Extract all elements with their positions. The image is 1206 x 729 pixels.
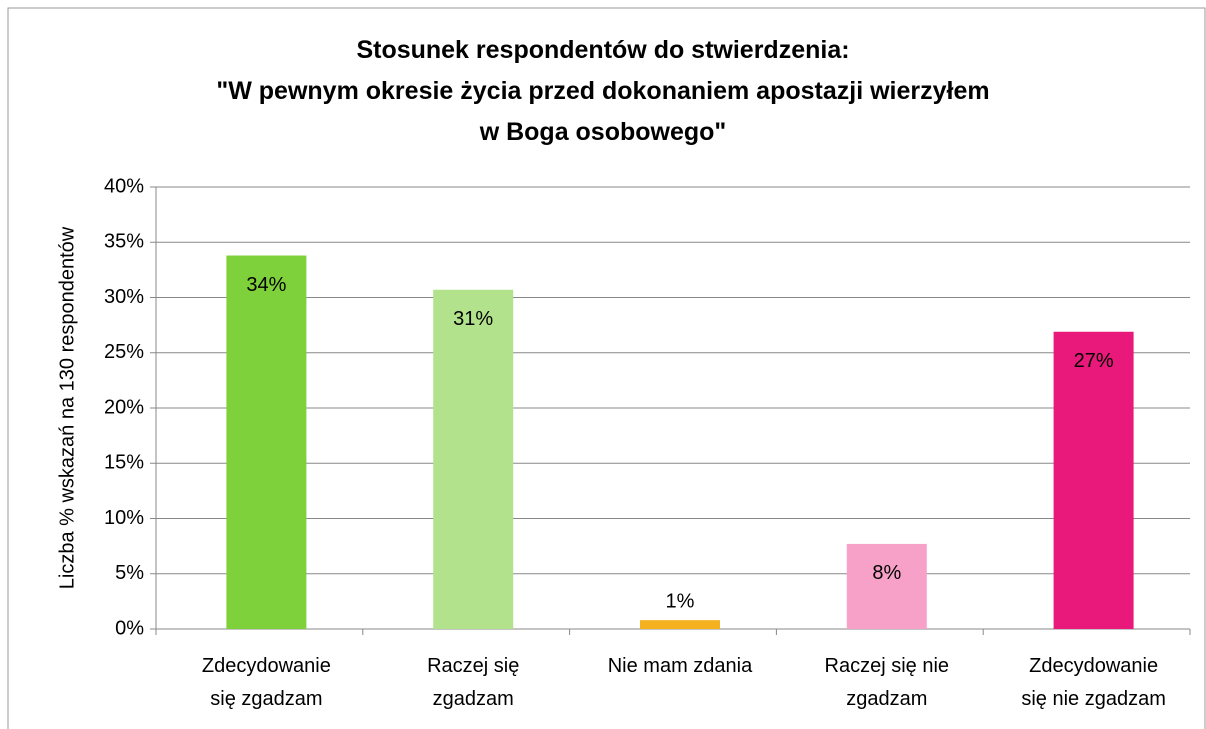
bar (846, 543, 927, 629)
x-tick-label: Raczej się nie zgadzam (825, 655, 950, 710)
x-tick-label: Zdecydowanie się zgadzam (202, 655, 331, 710)
data-label: 1% (666, 590, 695, 612)
y-tick-label: 35% (104, 231, 144, 253)
x-tick-label: Zdecydowanie się nie zgadzam (1021, 655, 1166, 710)
y-tick-label: 10% (104, 507, 144, 529)
y-tick-label: 15% (104, 452, 144, 474)
y-tick-label: 20% (104, 396, 144, 418)
data-label: 34% (246, 274, 286, 296)
data-label: 8% (872, 562, 901, 584)
y-tick-label: 40% (104, 175, 144, 197)
bar (1053, 331, 1134, 629)
bar (226, 255, 307, 629)
y-tick-label: 25% (104, 341, 144, 363)
y-axis-label: Liczba % wskazań na 130 respondentów (56, 226, 78, 589)
bar (433, 289, 514, 629)
x-tick-label: Raczej się zgadzam (427, 655, 519, 710)
chart-frame (7, 7, 1206, 729)
bar (640, 620, 720, 629)
x-tick-label: Nie mam zdania (608, 655, 753, 677)
y-tick-label: 0% (115, 617, 144, 639)
data-label: 27% (1074, 350, 1114, 372)
y-tick-label: 30% (104, 286, 144, 308)
y-tick-label: 5% (115, 562, 144, 584)
data-label: 31% (453, 308, 493, 330)
chart-title: Stosunek respondentów do stwierdzenia: "W… (216, 36, 989, 146)
